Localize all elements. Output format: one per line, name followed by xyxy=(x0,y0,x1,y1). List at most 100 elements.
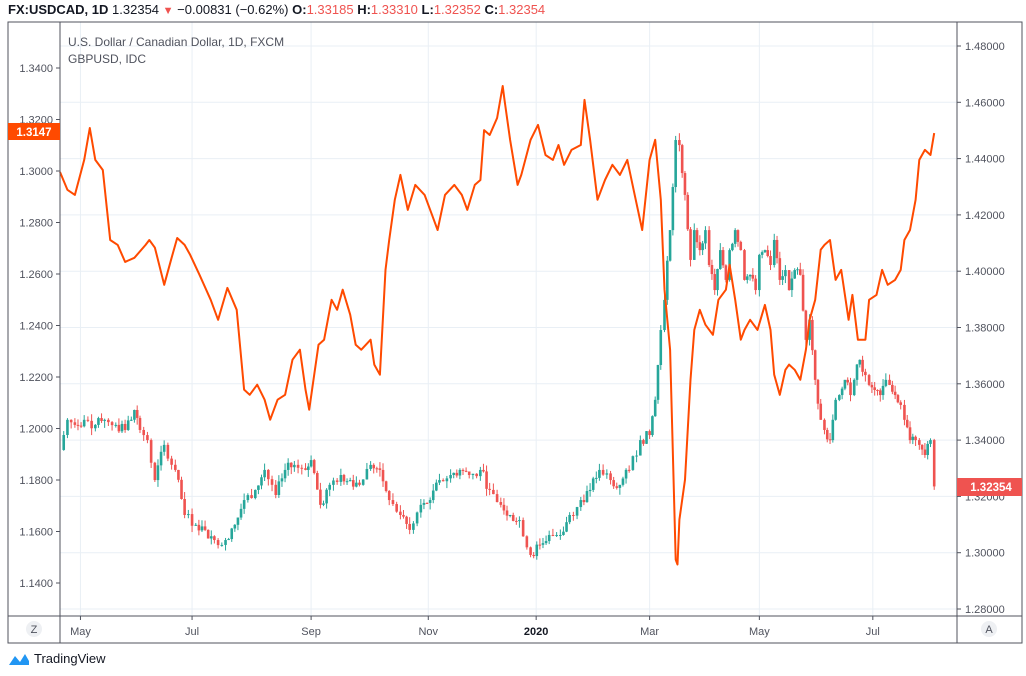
candle-body xyxy=(280,478,284,482)
candle-body xyxy=(166,444,170,459)
candle-down xyxy=(190,508,194,533)
candle-down xyxy=(482,463,485,473)
candle-down xyxy=(754,275,757,295)
candle-down xyxy=(648,429,651,440)
close-label: C: xyxy=(484,2,499,17)
candle-body xyxy=(348,480,352,482)
candle-body xyxy=(365,468,369,480)
candle-down xyxy=(183,492,186,519)
candle-body xyxy=(435,482,438,491)
candle-up xyxy=(562,526,565,536)
right-axis-label: 1.44000 xyxy=(965,154,1005,166)
candle-down xyxy=(864,368,867,382)
candle-down xyxy=(846,377,850,386)
candle-body xyxy=(412,523,415,530)
candle-body xyxy=(575,507,579,516)
candle-up xyxy=(665,256,669,305)
candle-body xyxy=(710,265,714,275)
left-axis-label: 1.2600 xyxy=(19,269,53,281)
candle-body xyxy=(120,423,124,432)
price-change: −0.00831 (−0.62%) xyxy=(177,2,289,17)
candle-up xyxy=(855,363,859,386)
candle-up xyxy=(668,229,672,262)
candle-down xyxy=(206,529,210,539)
candle-body xyxy=(236,517,240,525)
candle-body xyxy=(631,456,635,470)
candle-body xyxy=(97,418,100,425)
candle-down xyxy=(464,467,468,473)
candle-up xyxy=(339,468,343,486)
candle-up xyxy=(254,489,257,500)
candle-up xyxy=(233,524,237,532)
candle-up xyxy=(575,506,579,520)
candle-body xyxy=(419,504,423,513)
candle-down xyxy=(69,419,73,429)
candle-body xyxy=(855,364,859,380)
candle-down xyxy=(825,427,829,443)
candle-body xyxy=(428,500,432,503)
right-price-axis[interactable]: 1.280001.300001.320001.340001.360001.380… xyxy=(957,41,1005,616)
low-label: L: xyxy=(421,2,434,17)
candle-down xyxy=(485,465,488,496)
candle-body xyxy=(876,389,879,391)
candle-body xyxy=(170,458,173,465)
candle-down xyxy=(316,470,319,490)
candle-down xyxy=(135,405,139,425)
candle-body xyxy=(671,187,675,231)
candle-body xyxy=(488,488,491,490)
candle-body xyxy=(544,541,548,544)
candle-down xyxy=(267,469,270,486)
tradingview-logo[interactable]: TradingView xyxy=(8,651,106,666)
candle-up xyxy=(656,364,660,404)
candle-up xyxy=(412,521,415,534)
candle-body xyxy=(162,444,166,452)
candle-up xyxy=(796,267,799,275)
candle-body xyxy=(598,469,601,478)
time-axis[interactable]: May Jul Sep Nov 2020 Mar May Jul xyxy=(70,616,880,638)
close-value: 1.32354 xyxy=(498,2,546,17)
candle-down xyxy=(425,502,429,504)
candle-body xyxy=(745,276,749,280)
auto-scale-left-button[interactable]: Z xyxy=(26,621,42,637)
auto-scale-right-button[interactable]: A xyxy=(981,621,997,637)
candle-down xyxy=(888,374,891,386)
candle-down xyxy=(905,414,909,429)
symbol-name: FX:USDCAD, 1D xyxy=(8,2,109,17)
candle-down xyxy=(804,309,808,346)
candle-body xyxy=(358,482,361,485)
candle-body xyxy=(521,520,525,537)
candle-body xyxy=(203,526,207,530)
candle-body xyxy=(781,276,784,280)
candle-body xyxy=(532,554,535,557)
candle-up xyxy=(508,514,512,518)
candle-down xyxy=(149,438,153,468)
candle-up xyxy=(471,473,475,480)
right-axis-label: 1.36000 xyxy=(965,379,1005,391)
candle-body xyxy=(642,440,645,444)
candle-body xyxy=(345,481,349,483)
candle-body xyxy=(736,230,740,242)
candle-up xyxy=(784,265,787,284)
candle-down xyxy=(488,482,491,496)
candle-body xyxy=(790,278,794,291)
candle-up xyxy=(120,420,124,433)
candle-body xyxy=(568,514,571,523)
candle-body xyxy=(482,469,485,472)
candle-body xyxy=(731,243,734,251)
candle-body xyxy=(680,145,684,174)
candle-body xyxy=(425,502,429,504)
candle-down xyxy=(680,143,684,178)
candle-down xyxy=(138,415,142,434)
candle-body xyxy=(515,520,518,522)
candle-body xyxy=(538,544,542,546)
candle-up xyxy=(369,461,372,471)
candle-down xyxy=(787,270,791,291)
candle-down xyxy=(146,431,149,444)
candle-body xyxy=(796,269,799,271)
candle-up xyxy=(419,499,423,518)
gbpusd-line xyxy=(59,85,936,566)
candle-up xyxy=(114,422,118,428)
left-price-axis[interactable]: 1.1400 1.1600 1.1800 1.2000 1.2200 1.2400 1.26… xyxy=(19,63,60,590)
candle-down xyxy=(166,442,170,462)
